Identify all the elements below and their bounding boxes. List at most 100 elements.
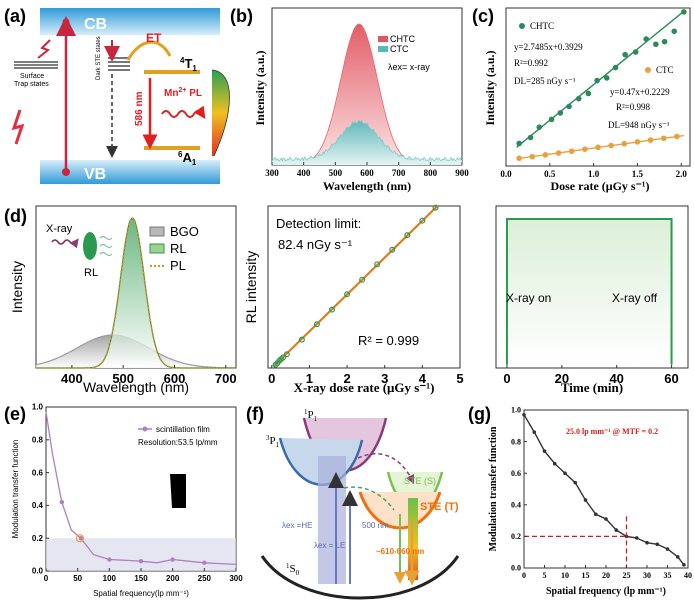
c-point-ctc <box>621 140 628 147</box>
g-y-yticklabel-2: 0.4 <box>511 500 521 509</box>
g-x-ticklabel-6: 30 <box>643 571 651 580</box>
c-point-chtc <box>575 95 582 102</box>
panel-g-xlabel: Spatial frequency (lp mm⁻¹) <box>546 586 666 597</box>
mn-pl-tail: PL <box>186 88 202 99</box>
panel-d1-ylabel: Intensity <box>9 261 25 313</box>
d3-signal-point <box>536 217 539 221</box>
g-y-yticklabel-5: 1.0 <box>511 406 521 415</box>
d2-point <box>298 336 305 343</box>
d3-signal-point <box>522 217 525 221</box>
panel-c: (c) 0.0 0.5 1.0 1.5 2.0 Dose rate (μGy s⁻¹) … <box>472 6 691 193</box>
c-point-ctc <box>660 135 667 142</box>
d2-fit-line <box>272 205 439 368</box>
edge-image-inset <box>160 474 186 508</box>
d3-signal-point <box>541 217 544 221</box>
et-label: ET <box>146 31 162 45</box>
c-point-chtc <box>612 64 619 71</box>
d3-signal-point <box>544 217 547 221</box>
d3-signal-point <box>593 217 596 221</box>
t1-letter: T <box>184 56 192 71</box>
g-mtf-line <box>523 414 685 566</box>
legend-rl-label: RL <box>170 241 187 256</box>
t1-sub: 1 <box>192 64 197 73</box>
s0-main: 1 <box>286 562 290 570</box>
d3-signal-point <box>610 217 613 221</box>
d3-signal-point <box>547 217 550 221</box>
d3-signal-point <box>653 217 657 221</box>
panel-label-f: (f) <box>246 404 264 424</box>
legend-e-label: scintillation film <box>156 425 210 434</box>
legend-chtc-swatch <box>378 36 388 42</box>
g-mtf-point <box>682 563 686 567</box>
d2-point <box>344 291 351 298</box>
d2-point <box>313 321 320 328</box>
legend-ctc-swatch <box>378 46 388 52</box>
legend-e-marker <box>142 426 148 432</box>
p1s-letter: P <box>308 409 314 421</box>
c-x-ticklabel-2: 1.0 <box>588 169 600 179</box>
g-y-yticklabel-3: 0.6 <box>511 469 521 478</box>
panel-e: (e) 0 50 100 150 200 250 300 0.0 0.2 0.4 0.6 0.8 1.0… <box>4 403 243 598</box>
g-x-ticklabel-8: 40 <box>684 571 692 580</box>
g-x-ticklabel-3: 15 <box>582 571 590 580</box>
d3-x-ticklabel-3: 60 <box>664 371 678 386</box>
d3-signal-point <box>519 217 522 221</box>
d3-signal-point <box>596 217 599 221</box>
d2-point <box>389 246 396 253</box>
detection-limit-label: Detection limit: <box>276 216 361 231</box>
d3-signal-point <box>607 217 610 221</box>
g-x-ticklabel-1: 5 <box>543 571 547 580</box>
a1-letter: A <box>182 150 192 165</box>
panel-e-ylabel: Modulation transfer function <box>11 440 20 539</box>
d1-x-ticklabel-0: 400 <box>61 371 83 386</box>
c-point-chtc <box>671 28 678 35</box>
panel-g-ylabel: Modulation transfer function <box>488 426 499 551</box>
b-x-ticklabel-6: 900 <box>455 168 469 178</box>
legend-c-chtc-label: CHTC <box>530 21 554 31</box>
d3-x-ticklabel-2: 40 <box>609 371 623 386</box>
b-x-ticklabel-3: 600 <box>360 168 374 178</box>
d2-x-ticklabel-4: 4 <box>419 371 427 386</box>
g-mtf-point <box>573 480 578 485</box>
b-x-ticklabel-2: 500 <box>329 168 343 178</box>
electron-dot <box>62 18 70 26</box>
trap-relaxation-arrow <box>37 39 51 59</box>
inset-rl-label: RL <box>84 267 98 279</box>
panel-c-ylabel: Intensity (a.u.) <box>483 50 497 125</box>
e-mtf-point <box>107 557 112 562</box>
xray-wave-icon <box>51 238 79 249</box>
g-mtf-point <box>563 471 567 476</box>
e-y-yticklabel-0: 0.0 <box>32 567 44 576</box>
d3-signal-point <box>662 217 665 221</box>
legend-chtc-label: CHTC <box>390 34 415 44</box>
d2-x-ticklabel-0: 0 <box>268 371 275 386</box>
d3-signal-point <box>604 217 607 221</box>
d3-signal-point <box>612 217 616 221</box>
mn-pl-main: Mn <box>164 88 178 99</box>
panel-b: (b) 300 400 500 600 700 800 900 Wavelength (nm… <box>230 6 469 193</box>
e-y-yticklabel-1: 0.2 <box>32 534 44 543</box>
panel-c-xlabel: Dose rate (μGy s⁻¹) <box>550 179 649 193</box>
d2-r2: R² = 0.999 <box>358 333 419 348</box>
panel-label-a: (a) <box>4 6 26 26</box>
c-point-chtc <box>632 49 639 55</box>
a1-sub: 1 <box>192 158 197 167</box>
s0-potential-curve <box>260 555 460 600</box>
e-mtf-point <box>138 558 144 564</box>
c-point-chtc <box>643 36 649 42</box>
energy-transfer-arrow <box>126 40 172 61</box>
d3-signal-point <box>590 217 594 221</box>
surface-trap-line1: Surface <box>20 73 44 80</box>
d1-x-ticklabel-3: 700 <box>215 371 237 386</box>
e-mtf-point <box>170 557 175 562</box>
panel-b-xlabel: Wavelength (nm) <box>323 179 411 193</box>
g-mtf-point <box>542 449 547 453</box>
b-x-ticklabel-0: 300 <box>265 168 279 178</box>
dark-ste-label: Dark STE states <box>96 36 102 80</box>
d1-series-rl-area <box>36 218 236 368</box>
g-mtf-point <box>522 412 526 417</box>
g-y-yticklabel-1: 0.2 <box>511 532 521 541</box>
c-point-ctc <box>568 148 575 155</box>
d3-signal-point <box>651 217 654 221</box>
panel-b-ylabel: Intensity (a.u.) <box>253 50 267 125</box>
